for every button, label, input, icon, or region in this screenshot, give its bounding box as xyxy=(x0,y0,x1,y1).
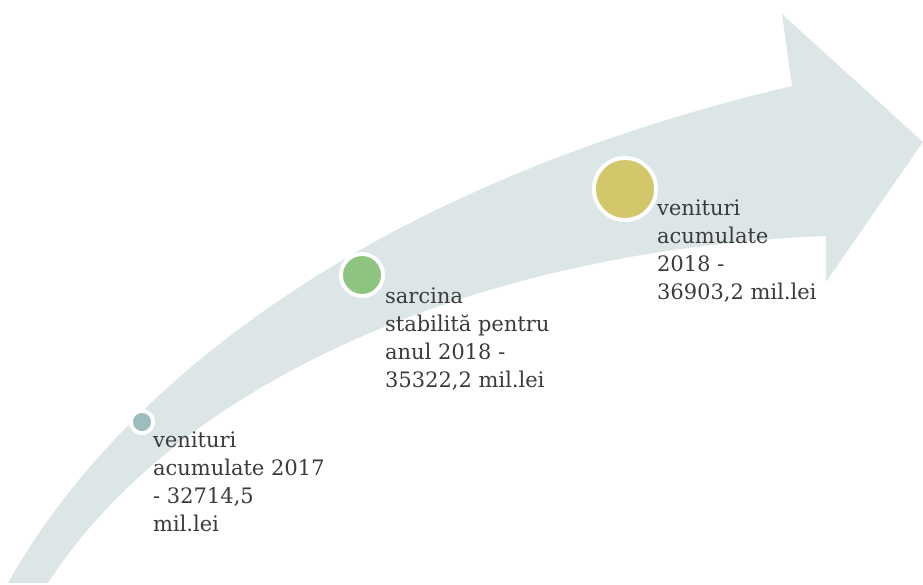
item-text: sarcina xyxy=(385,284,463,308)
item-text: anul 2018 - xyxy=(385,340,505,364)
arrow xyxy=(8,14,923,583)
marker xyxy=(592,156,658,222)
item-text: mil.lei xyxy=(153,512,219,536)
item-text: acumulate 2017 xyxy=(153,456,324,480)
item-text: venituri xyxy=(656,196,741,220)
item-text: acumulate xyxy=(657,224,768,248)
item-text: 35322,2 mil.lei xyxy=(385,368,545,392)
item-text: 2018 - xyxy=(657,252,724,276)
item-text: venituri xyxy=(152,428,237,452)
marker xyxy=(339,252,385,298)
item-text: 36903,2 mil.lei xyxy=(657,280,817,304)
marker xyxy=(129,409,155,435)
item-text: stabilită pentru xyxy=(385,312,549,336)
item-text: - 32714,5 xyxy=(153,484,254,508)
